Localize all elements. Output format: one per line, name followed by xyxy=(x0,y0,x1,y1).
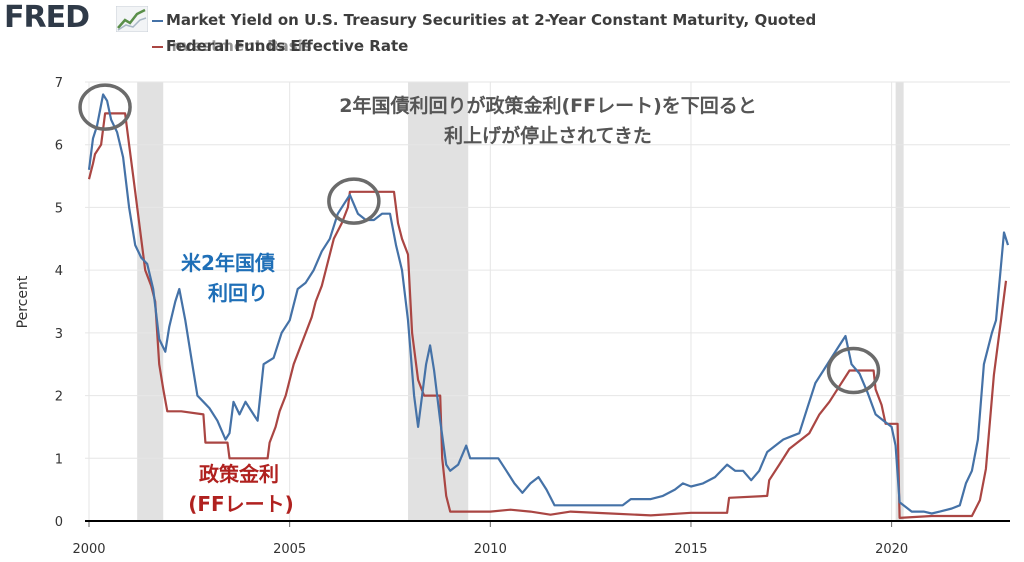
y-tick-label: 1 xyxy=(55,452,63,467)
axes: 0 1 2 3 4 5 6 7 2000 2005 2010 2015 2020 xyxy=(55,76,1010,557)
highlight-circle-0 xyxy=(78,83,132,131)
x-tick-label: 2015 xyxy=(674,542,707,557)
legend-overlap-text: Investment Basis xyxy=(166,37,312,55)
legend-label-fedfunds: Federal Funds Effective Rate xyxy=(166,37,409,55)
y-axis-label: Percent xyxy=(15,275,31,328)
treasury-2y-line xyxy=(87,93,1010,515)
fred-logo[interactable]: FRED xyxy=(4,0,90,35)
blue-series-label-line-1: 米2年国債 xyxy=(181,251,275,275)
legend-label-treasury: Market Yield on U.S. Treasury Securities… xyxy=(166,11,817,29)
y-tick-label: 0 xyxy=(55,515,63,530)
blue-series-label-line-2: 利回り xyxy=(208,281,268,305)
headline-line-1: 2年国債利回りが政策金利(FFレート)を下回ると xyxy=(339,94,757,117)
y-tick-label: 2 xyxy=(55,390,63,405)
y-tick-label: 3 xyxy=(55,327,63,342)
legend-swatch-red xyxy=(152,46,163,48)
red-series-label-line-1: 政策金利 xyxy=(199,462,279,486)
legend-item-fedfunds[interactable]: Federal Funds Effective Rate Investment … xyxy=(152,37,409,55)
legend-swatch-blue xyxy=(152,20,163,22)
x-tick-label: 2010 xyxy=(474,542,507,557)
legend-item-treasury[interactable]: Market Yield on U.S. Treasury Securities… xyxy=(152,11,817,29)
y-tick-label: 6 xyxy=(55,139,63,154)
y-tick-label: 5 xyxy=(55,201,63,216)
x-tick-label: 2020 xyxy=(875,542,908,557)
recession-shading xyxy=(137,82,904,521)
highlight-circles xyxy=(78,83,881,395)
y-tick-label: 7 xyxy=(55,76,63,91)
highlight-circle-1 xyxy=(327,177,381,225)
fed-funds-line xyxy=(87,112,1008,520)
x-tick-label: 2005 xyxy=(273,542,306,557)
x-tick-label: 2000 xyxy=(72,542,105,557)
recession-band-2 xyxy=(895,82,904,521)
recession-band-0 xyxy=(137,82,164,521)
red-series-label-line-2: (FFレート) xyxy=(188,492,294,516)
y-tick-label: 4 xyxy=(55,264,63,279)
recession-band-1 xyxy=(408,82,469,521)
headline-line-2: 利上げが停止されてきた xyxy=(444,124,652,147)
highlight-circle-2 xyxy=(826,346,881,395)
line-chart-icon xyxy=(116,6,148,32)
chart-header: FRED Market Yield on U.S. Treasury Secur… xyxy=(0,0,1024,62)
series xyxy=(87,93,1010,520)
